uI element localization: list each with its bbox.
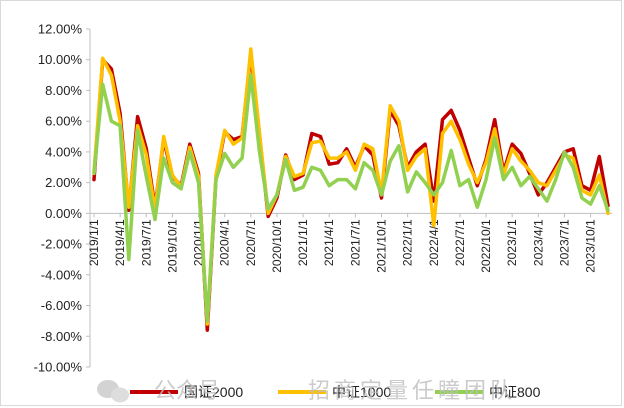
legend: 国证2000 中证1000 中证800 (130, 384, 541, 400)
y-tick-label: 4.00% (45, 144, 82, 159)
y-tick-label: -4.00% (41, 267, 83, 282)
y-tick-label: 0.00% (45, 206, 82, 221)
y-tick-label: -2.00% (41, 237, 83, 252)
x-axis: 2019/1/1 2019/4/1 2019/7/1 2019/10/1 2020/1/… (87, 212, 612, 273)
x-tick-label: 2020/7/1 (244, 219, 258, 266)
series-line-1 (92, 51, 610, 332)
x-tick-label: 2021/10/1 (374, 219, 388, 273)
watermark: 公众号 招商定量任瞳团队 (97, 379, 516, 404)
x-tick-label: 2021/1/1 (296, 219, 310, 266)
x-tick-label: 2021/4/1 (322, 219, 336, 266)
x-tick-label: 2023/7/1 (557, 219, 571, 266)
x-tick-label: 2023/10/1 (584, 219, 598, 273)
watermark-left-text: 公众号 (154, 379, 220, 404)
y-axis: 12.00% 10.00% 8.00% 6.00% 4.00% 2.00% 0.00% -2.… (34, 22, 91, 375)
y-tick-label: -10.00% (34, 360, 83, 375)
x-tick-label: 2023/1/1 (505, 219, 519, 266)
x-tick-label: 2023/4/1 (531, 219, 545, 266)
x-tick-label: 2019/1/1 (87, 219, 101, 266)
y-tick-label: 2.00% (45, 175, 82, 190)
y-tick-label: 8.00% (45, 83, 82, 98)
series-line-3 (92, 73, 610, 323)
y-tick-label: 12.00% (38, 22, 83, 37)
watermark-right-text: 招商定量任瞳团队 (308, 379, 516, 404)
x-tick-label: 2020/4/1 (218, 219, 232, 266)
x-tick-label: 2019/4/1 (113, 219, 127, 266)
y-tick-label: -6.00% (41, 298, 83, 313)
legend-label-1: 国证2000 (184, 384, 243, 400)
series-line-2 (92, 47, 610, 326)
wechat-icon (97, 380, 129, 403)
x-tick-label: 2021/7/1 (348, 219, 362, 266)
series-group (92, 47, 610, 332)
y-tick-label: 6.00% (45, 114, 82, 129)
x-tick-label: 2022/4/1 (427, 219, 441, 266)
x-tick-label: 2022/7/1 (453, 219, 467, 266)
x-tick-label: 2020/10/1 (270, 219, 284, 273)
legend-label-3: 中证800 (489, 384, 541, 400)
y-tick-label: -8.00% (41, 329, 83, 344)
x-tick-label: 2022/10/1 (479, 219, 493, 273)
legend-label-2: 中证1000 (332, 384, 391, 400)
x-tick-label: 2022/1/1 (401, 219, 415, 266)
x-tick-label: 2019/10/1 (165, 219, 179, 273)
y-tick-label: 10.00% (38, 52, 83, 67)
x-tick-label: 2019/7/1 (139, 219, 153, 266)
